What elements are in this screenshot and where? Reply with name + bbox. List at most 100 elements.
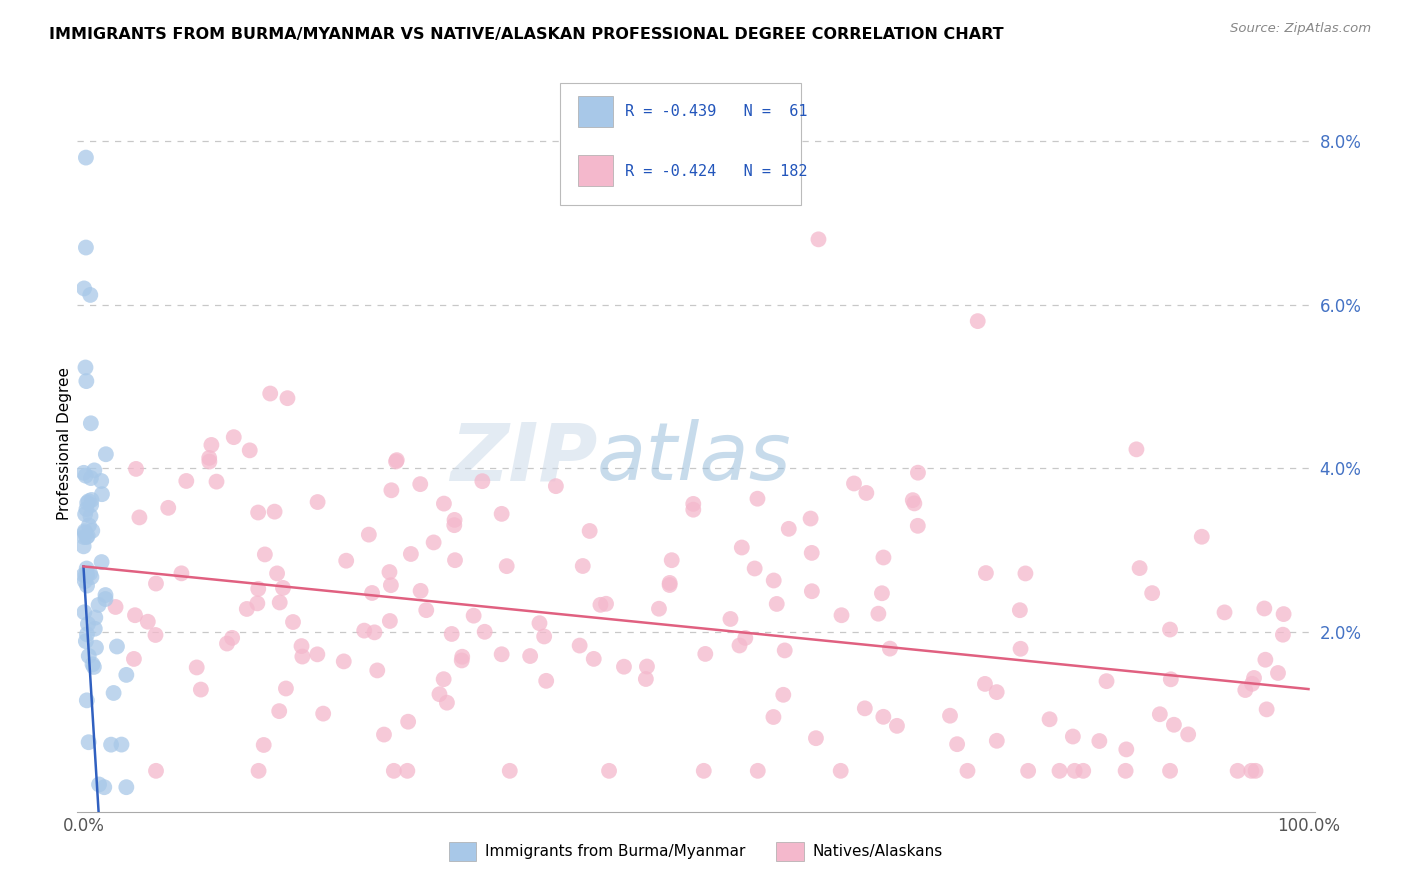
Point <box>73 530 96 544</box>
Point <box>281 615 304 629</box>
Point <box>595 597 617 611</box>
Point <box>695 647 717 661</box>
Point <box>80 570 103 584</box>
Point <box>77 617 100 632</box>
Point <box>94 447 117 461</box>
Point <box>373 728 395 742</box>
Point <box>734 631 756 645</box>
Point <box>986 685 1008 699</box>
Point <box>190 682 212 697</box>
Point <box>544 479 567 493</box>
Point <box>1272 607 1295 621</box>
Point <box>773 643 796 657</box>
Point <box>75 240 97 255</box>
Point <box>974 566 997 580</box>
Point <box>122 652 145 666</box>
Point <box>221 631 243 645</box>
Point <box>80 417 103 431</box>
Point <box>103 686 125 700</box>
Point <box>598 764 620 778</box>
Point <box>263 505 285 519</box>
Point <box>378 565 401 579</box>
Point <box>253 548 276 562</box>
Point <box>986 733 1008 747</box>
Point <box>1267 665 1289 680</box>
Text: R = -0.439   N =  61: R = -0.439 N = 61 <box>626 104 808 120</box>
Point <box>613 659 636 673</box>
Point <box>1241 677 1264 691</box>
Point <box>75 502 97 516</box>
Point <box>443 513 465 527</box>
Point <box>100 738 122 752</box>
Point <box>80 498 103 512</box>
Point <box>239 443 262 458</box>
Point <box>855 486 877 500</box>
Point <box>73 525 96 540</box>
Text: ZIP: ZIP <box>450 419 598 498</box>
Point <box>1253 601 1275 615</box>
Point <box>75 151 97 165</box>
Point <box>145 628 167 642</box>
Point <box>831 608 853 623</box>
Point <box>77 648 100 663</box>
Point <box>77 518 100 533</box>
Point <box>939 708 962 723</box>
Point <box>90 555 112 569</box>
Point <box>222 430 245 444</box>
Point <box>84 610 107 624</box>
Point <box>198 450 221 465</box>
Point <box>658 578 681 592</box>
Point <box>104 599 127 614</box>
Point <box>870 586 893 600</box>
Point <box>589 598 612 612</box>
Point <box>91 487 114 501</box>
Point <box>1071 764 1094 778</box>
Point <box>75 507 97 521</box>
Point <box>128 510 150 524</box>
Point <box>76 530 98 544</box>
Point <box>1243 671 1265 685</box>
Point <box>830 764 852 778</box>
Point <box>79 509 101 524</box>
Point <box>75 468 97 483</box>
Point <box>807 232 830 246</box>
Point <box>1049 764 1071 778</box>
Point <box>872 710 894 724</box>
Point <box>804 731 827 746</box>
Point <box>1039 712 1062 726</box>
Point <box>946 737 969 751</box>
Point <box>76 529 98 543</box>
Point <box>842 476 865 491</box>
Point <box>157 500 180 515</box>
Point <box>747 491 769 506</box>
Point <box>682 502 704 516</box>
Point <box>519 648 541 663</box>
Point <box>433 672 456 686</box>
Point <box>380 578 402 592</box>
Point <box>886 719 908 733</box>
Point <box>290 639 312 653</box>
Point <box>682 497 704 511</box>
Point <box>75 634 97 648</box>
Point <box>495 559 517 574</box>
Point <box>198 454 221 468</box>
Point <box>145 576 167 591</box>
Point <box>307 495 329 509</box>
Point <box>363 625 385 640</box>
Point <box>236 602 259 616</box>
Point <box>73 605 96 619</box>
Point <box>1159 623 1181 637</box>
Point <box>658 576 681 591</box>
Point <box>75 360 97 375</box>
Legend: Immigrants from Burma/Myanmar, Natives/Alaskans: Immigrants from Burma/Myanmar, Natives/A… <box>443 836 949 867</box>
Point <box>1008 603 1031 617</box>
Point <box>76 627 98 641</box>
Point <box>382 764 405 778</box>
Point <box>1140 586 1163 600</box>
Point <box>274 681 297 696</box>
Point <box>956 764 979 778</box>
Point <box>744 561 766 575</box>
Point <box>335 554 357 568</box>
Point <box>1149 707 1171 722</box>
Point <box>772 688 794 702</box>
